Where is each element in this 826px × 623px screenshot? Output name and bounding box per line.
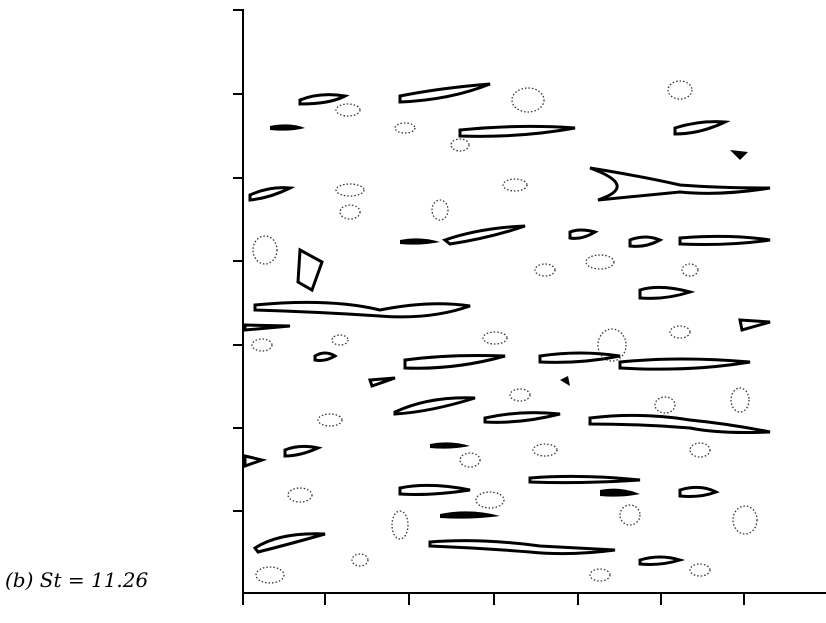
contour-field <box>243 80 771 584</box>
caption: (b) St = 11.26 <box>5 568 149 592</box>
axes <box>233 9 826 605</box>
